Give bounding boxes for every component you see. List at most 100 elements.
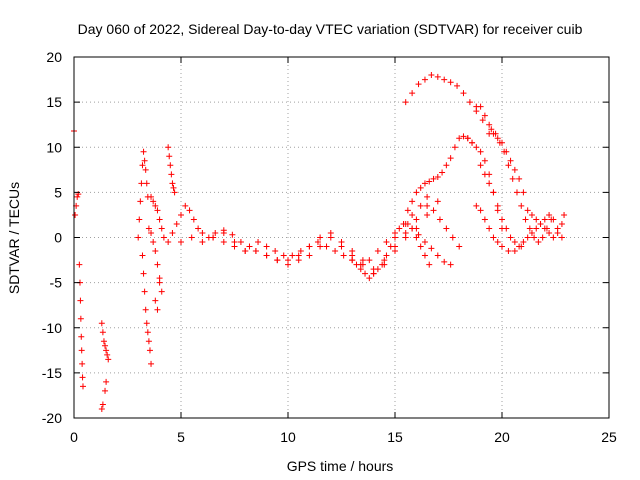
data-point: [546, 211, 553, 218]
data-point: [415, 231, 422, 238]
series-t4: [135, 148, 151, 241]
data-point: [417, 202, 424, 209]
data-point: [528, 211, 535, 218]
data-point: [426, 261, 433, 268]
data-point: [456, 135, 463, 142]
data-point: [136, 216, 143, 223]
data-point: [210, 234, 217, 241]
data-point: [263, 252, 270, 259]
data-point: [392, 248, 398, 255]
data-point: [424, 211, 431, 218]
data-point: [148, 229, 155, 236]
data-point: [145, 225, 152, 232]
data-point: [511, 248, 518, 255]
data-point: [79, 374, 86, 381]
series-t13: [402, 220, 454, 268]
data-point: [409, 225, 416, 232]
data-point: [169, 229, 176, 236]
data-point: [469, 139, 476, 146]
series-t2: [76, 261, 86, 390]
data-point: [477, 103, 484, 110]
data-point: [383, 239, 390, 246]
data-point: [447, 261, 454, 268]
data-point: [490, 189, 497, 196]
data-point: [272, 248, 279, 255]
data-point: [142, 166, 149, 173]
data-point: [99, 401, 106, 408]
data-point: [229, 231, 236, 238]
data-point: [486, 121, 493, 128]
data-point: [499, 216, 505, 223]
data-point: [150, 239, 157, 246]
data-point: [170, 184, 177, 191]
data-point: [520, 239, 527, 246]
data-point: [460, 133, 467, 140]
data-point: [505, 248, 512, 255]
data-point: [424, 202, 431, 209]
y-tick-label: -15: [42, 365, 62, 381]
data-point: [499, 243, 505, 250]
data-point: [509, 175, 516, 182]
data-point: [466, 99, 473, 106]
data-point: [353, 261, 360, 268]
data-point: [456, 243, 463, 250]
data-point: [370, 270, 377, 277]
data-point: [434, 174, 441, 181]
y-tick-label: 5: [54, 184, 62, 200]
series-t21: [473, 202, 525, 255]
data-point: [166, 153, 173, 160]
data-point: [74, 193, 81, 200]
data-point: [152, 248, 159, 255]
data-point: [558, 234, 565, 241]
data-point: [148, 360, 155, 367]
data-point: [357, 266, 364, 273]
data-point: [78, 333, 85, 340]
data-point: [306, 252, 313, 259]
data-point: [374, 266, 381, 273]
data-point: [507, 234, 514, 241]
data-point: [255, 239, 262, 246]
data-point: [154, 306, 161, 313]
series-t11: [210, 198, 441, 277]
data-point: [417, 184, 424, 191]
data-point: [186, 207, 193, 214]
data-point: [428, 245, 435, 252]
data-point: [167, 162, 174, 169]
data-point: [231, 243, 238, 250]
data-point: [165, 144, 172, 151]
data-point: [152, 297, 159, 304]
axis-ticks: 0 5 10 15 20 25 -20 -15 -10 -5 0 5 10 15 20: [42, 49, 617, 445]
y-tick-label: 20: [46, 49, 62, 65]
data-point: [409, 90, 416, 97]
y-tick-label: 0: [54, 230, 62, 246]
data-point: [77, 315, 84, 322]
data-point: [402, 99, 409, 106]
x-tick-label: 15: [387, 429, 403, 445]
series-t14: [424, 193, 463, 250]
data-point: [99, 329, 106, 336]
data-point: [539, 234, 546, 241]
data-point: [212, 229, 219, 236]
data-point: [460, 90, 467, 97]
data-point: [541, 225, 548, 232]
data-point: [481, 171, 488, 178]
y-tick-label: -5: [50, 275, 63, 291]
data-point: [103, 347, 110, 354]
data-point: [486, 225, 493, 232]
data-point: [434, 198, 441, 205]
data-point: [441, 76, 448, 83]
data-point: [140, 270, 147, 277]
data-point: [138, 180, 145, 187]
data-point: [396, 225, 403, 232]
data-point: [104, 351, 111, 358]
data-point: [160, 234, 167, 241]
data-point: [415, 81, 422, 88]
data-point: [404, 207, 411, 214]
data-point: [143, 320, 150, 327]
data-point: [430, 207, 437, 214]
data-point: [428, 72, 435, 79]
data-point: [434, 252, 441, 259]
data-point: [143, 180, 150, 187]
data-point: [518, 243, 525, 250]
